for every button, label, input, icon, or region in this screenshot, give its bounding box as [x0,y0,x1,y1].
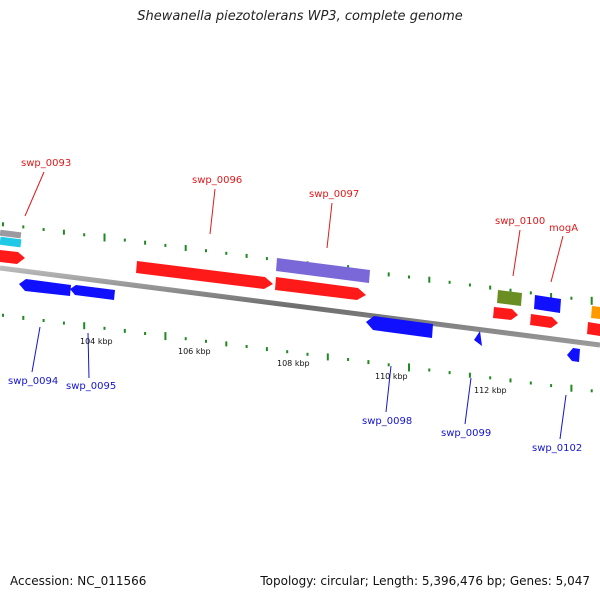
gc-tick [144,332,147,335]
gc-tick [2,313,4,317]
gc-tick [550,384,553,388]
leader-lines-top [24,171,564,283]
gc-tick [245,253,248,258]
gc-tick [144,240,147,245]
gene-label-mogA[interactable]: mogA [549,223,578,234]
cds-arrow-swp_0097[interactable] [275,277,366,300]
gc-tick [448,280,451,284]
gc-tick [408,275,410,279]
gc-tick [83,233,86,237]
gc-tick [103,233,106,242]
gc-tick [468,283,471,287]
gc-tick [123,328,126,333]
leader-lines-bottom [31,326,567,440]
gc-tick [164,243,167,247]
gc-tick [550,293,553,298]
gc-tick [428,276,431,283]
map-title: Shewanella piezotolerans WP3, complete g… [137,9,463,24]
gene-label-swp_0102[interactable]: swp_0102 [532,443,582,454]
gc-tick [570,384,573,392]
gc-tick [448,371,451,375]
gc-tick [529,381,532,385]
gc-tick [326,353,329,361]
gc-tick-track-top [2,222,593,305]
gc-tick [42,228,45,231]
gene-label-swp_0097[interactable]: swp_0097 [309,189,359,200]
cds-arrow-swp_0093[interactable] [0,250,25,264]
gc-tick [468,372,471,378]
genome-backbone [0,265,600,348]
feature-orange-edge[interactable] [591,306,600,319]
gene-label-swp_0095[interactable]: swp_0095 [66,381,116,392]
gc-tick-track-bottom [2,313,593,393]
gc-tick [22,225,25,229]
gc-tick [123,238,126,242]
cds-arrow-swp_0099[interactable] [474,331,482,346]
scale-label-112kbp: 112 kbp [474,386,507,395]
gene-label-swp_0099[interactable]: swp_0099 [441,428,491,439]
gc-tick [225,341,228,347]
topology-text: Topology: circular; Length: 5,396,476 bp… [260,574,590,588]
gc-tick [225,251,228,255]
gc-tick [42,319,45,322]
feature-swp_0100[interactable] [497,290,522,306]
scale-label-110kbp: 110 kbp [375,372,408,381]
gc-tick [347,358,350,361]
reverse-features [19,279,580,362]
gc-tick [570,296,573,300]
gc-tick [387,363,390,367]
gc-tick [265,347,268,352]
feature-blue-mogA[interactable] [534,295,561,313]
scale-label-106kbp: 106 kbp [178,347,211,356]
cds-arrow-swp_0100[interactable] [493,307,518,320]
gc-tick [205,339,207,343]
gc-tick [489,285,492,290]
gc-tick [489,376,492,380]
gc-tick [103,326,106,330]
cds-arrow-mogA[interactable] [530,314,558,328]
gc-tick [306,352,309,356]
gc-tick [590,389,593,393]
gc-tick [590,296,593,305]
cds-arrow-swp_0098[interactable] [366,316,433,338]
gene-label-swp_0093[interactable]: swp_0093 [21,158,71,169]
gene-label-swp_0094[interactable]: swp_0094 [8,376,58,387]
gc-tick [62,229,65,235]
gc-tick [184,337,187,341]
scale-label-108kbp: 108 kbp [277,359,310,368]
gc-tick [164,332,167,341]
cds-arrow-swp_0102[interactable] [567,348,580,362]
gc-tick [387,272,390,277]
feature-cyan [0,236,22,248]
gc-tick [367,360,370,365]
gene-label-swp_0098[interactable]: swp_0098 [362,416,412,427]
gc-tick [184,245,187,251]
gc-tick [408,363,410,372]
gc-tick [22,315,25,320]
cds-arrow-swp_0095[interactable] [70,285,115,300]
cds-arrow-swp_0094[interactable] [19,279,71,296]
cds-arrow-swp_0096[interactable] [136,261,273,289]
gc-tick [529,291,532,295]
gc-tick [205,249,207,253]
gc-tick [83,322,86,330]
gc-tick [428,368,431,372]
gene-label-swp_0096[interactable]: swp_0096 [192,175,242,186]
gc-tick [265,257,268,261]
gc-tick [509,378,512,383]
cds-arrow-edge-right[interactable] [587,322,600,336]
feature-grey [0,229,22,239]
gc-tick [509,288,512,292]
feature-swp_0097[interactable] [276,258,370,283]
gc-tick [245,345,248,348]
forward-features [0,229,600,336]
gene-label-swp_0100[interactable]: swp_0100 [495,216,545,227]
scale-label-104kbp: 104 kbp [80,337,113,346]
gc-tick [2,222,4,227]
accession-text: Accession: NC_011566 [10,574,147,588]
gc-tick [62,321,65,325]
gc-tick [286,350,289,354]
